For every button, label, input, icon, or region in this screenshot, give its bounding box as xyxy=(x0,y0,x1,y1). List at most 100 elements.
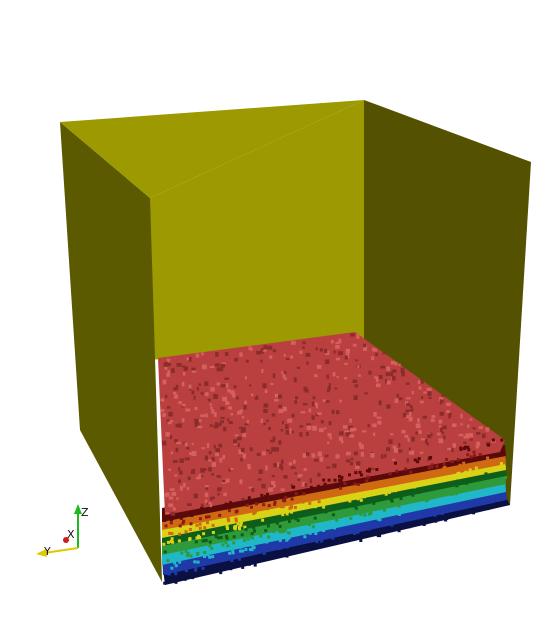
particle xyxy=(297,478,301,482)
particle xyxy=(285,512,289,516)
particle xyxy=(417,380,421,384)
particle xyxy=(451,423,457,427)
particle xyxy=(401,429,406,434)
particle xyxy=(394,398,399,403)
particle xyxy=(243,427,246,432)
particle xyxy=(428,456,432,460)
particle xyxy=(267,345,273,350)
particle xyxy=(365,469,369,473)
particle xyxy=(464,464,468,468)
particle xyxy=(490,505,494,509)
particle xyxy=(231,551,235,555)
particle xyxy=(299,350,303,354)
particle xyxy=(431,415,436,418)
particle xyxy=(450,492,454,496)
particle xyxy=(168,503,174,507)
particle xyxy=(294,492,298,496)
particle xyxy=(315,413,319,417)
axis-z-arrow xyxy=(74,504,82,514)
particle xyxy=(441,394,445,397)
particle xyxy=(291,340,296,345)
particle xyxy=(499,493,503,497)
particle xyxy=(349,461,354,466)
particle xyxy=(315,347,318,351)
particle xyxy=(282,530,286,533)
particle xyxy=(266,449,270,452)
particle xyxy=(284,377,287,381)
particle xyxy=(469,485,473,489)
particle xyxy=(188,537,192,541)
particle xyxy=(376,383,381,388)
particle xyxy=(472,511,476,515)
particle xyxy=(501,480,505,484)
particle xyxy=(344,430,350,433)
particle xyxy=(278,394,283,399)
particle xyxy=(238,449,244,455)
particle xyxy=(308,523,311,527)
particle xyxy=(163,550,167,554)
particle xyxy=(440,427,443,433)
particle xyxy=(196,551,200,555)
particle xyxy=(196,387,199,391)
particle xyxy=(162,440,167,446)
particle xyxy=(174,439,178,443)
particle xyxy=(411,390,414,395)
particle xyxy=(468,433,473,438)
particle xyxy=(192,510,196,514)
particle xyxy=(178,467,181,472)
particle xyxy=(272,349,276,353)
particle xyxy=(319,456,324,462)
particle xyxy=(300,411,306,414)
particle xyxy=(266,492,269,496)
particle xyxy=(314,402,317,406)
particle xyxy=(198,383,201,386)
particle xyxy=(327,386,331,390)
particle xyxy=(232,392,236,398)
particle xyxy=(221,479,226,483)
particle xyxy=(184,569,188,573)
particle xyxy=(183,366,188,371)
particle xyxy=(191,367,196,371)
particle xyxy=(177,539,181,543)
particle xyxy=(455,484,459,488)
particle xyxy=(174,394,178,399)
particle xyxy=(208,459,213,462)
particle xyxy=(260,348,264,351)
particle xyxy=(433,513,437,517)
particle xyxy=(456,479,460,483)
particle xyxy=(285,554,289,558)
particle xyxy=(338,338,342,344)
particle xyxy=(434,491,438,495)
particle xyxy=(225,525,229,528)
particle xyxy=(359,539,363,542)
particle xyxy=(408,416,413,422)
particle xyxy=(217,536,221,540)
particle xyxy=(377,420,382,425)
particle xyxy=(317,500,321,504)
particle xyxy=(425,438,428,444)
particle xyxy=(179,516,183,520)
particle xyxy=(469,438,473,441)
particle xyxy=(165,361,169,367)
particle xyxy=(376,517,380,521)
particle xyxy=(208,450,212,455)
particle xyxy=(278,404,282,408)
particle xyxy=(208,467,212,472)
particle xyxy=(222,396,228,402)
particle xyxy=(447,468,451,471)
particle xyxy=(305,352,311,357)
particle xyxy=(270,439,275,443)
particle xyxy=(358,442,362,447)
particle xyxy=(486,507,490,511)
particle xyxy=(262,451,266,456)
particle xyxy=(467,509,471,513)
particle xyxy=(359,498,363,502)
particle xyxy=(290,497,294,501)
particle xyxy=(353,451,358,456)
particle xyxy=(283,370,287,375)
particle xyxy=(408,447,411,451)
particle xyxy=(462,461,466,465)
particle xyxy=(221,543,225,547)
particle xyxy=(439,397,443,402)
